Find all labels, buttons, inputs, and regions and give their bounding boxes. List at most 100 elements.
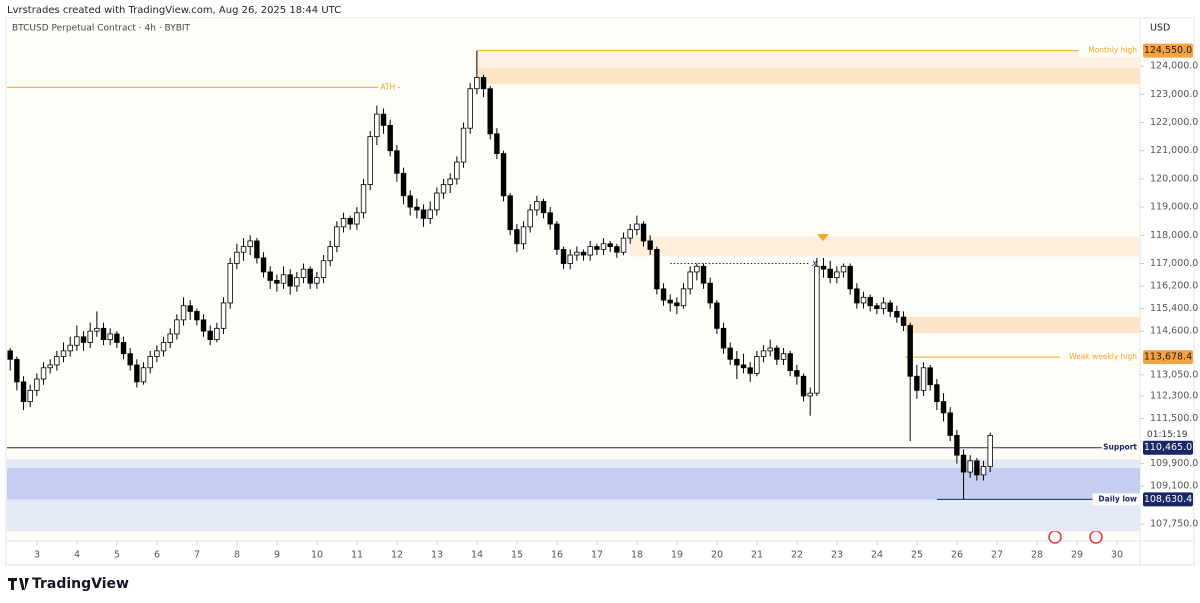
x-tick-label: 12 bbox=[391, 550, 403, 561]
x-tick-label: 14 bbox=[471, 550, 483, 561]
candle-body bbox=[280, 274, 287, 284]
candle-body bbox=[820, 265, 827, 270]
candle-body bbox=[340, 217, 347, 228]
candle-body bbox=[254, 240, 260, 259]
candle-body bbox=[267, 271, 273, 281]
candle-body bbox=[47, 364, 53, 369]
x-tick-label: 3 bbox=[34, 550, 40, 561]
candle-body bbox=[100, 327, 107, 340]
candle-body bbox=[107, 333, 113, 340]
level-name-bg bbox=[1101, 441, 1140, 454]
y-tick-label: 109,100.0 bbox=[1150, 481, 1198, 492]
x-tick-label: 8 bbox=[234, 550, 240, 561]
triangle-marker bbox=[817, 234, 829, 242]
candle-body bbox=[754, 356, 760, 374]
x-tick-label: 29 bbox=[1071, 550, 1083, 561]
candle-body bbox=[940, 401, 947, 414]
candle-body bbox=[680, 288, 687, 307]
candle-body bbox=[54, 356, 60, 366]
candle-body bbox=[487, 88, 493, 135]
candle-body bbox=[880, 302, 887, 309]
candle-body bbox=[387, 124, 393, 152]
x-tick-label: 27 bbox=[991, 550, 1003, 561]
y-tick-label: 111,500.0 bbox=[1150, 413, 1198, 424]
candle-body bbox=[220, 302, 227, 329]
candle-body bbox=[634, 223, 640, 231]
candle-body bbox=[187, 305, 193, 312]
candle-body bbox=[74, 336, 80, 346]
candle-body bbox=[354, 212, 360, 225]
footer-brand: TradingView bbox=[32, 576, 129, 592]
candle-body bbox=[147, 356, 153, 369]
candle-body bbox=[594, 246, 600, 250]
candle-body bbox=[40, 367, 47, 380]
candle-body bbox=[140, 367, 147, 383]
candle-body bbox=[740, 364, 747, 369]
candle-body bbox=[34, 378, 40, 391]
candle-body bbox=[887, 302, 893, 312]
x-tick-label: 4 bbox=[74, 550, 80, 561]
candle-body bbox=[134, 364, 140, 383]
y-tick-label: 113,050.0 bbox=[1150, 369, 1198, 380]
x-tick-label: 18 bbox=[631, 550, 643, 561]
level-name-bg bbox=[1060, 351, 1140, 364]
candle-body bbox=[627, 229, 633, 239]
candle-body bbox=[614, 246, 620, 253]
candle-body bbox=[300, 268, 307, 278]
price-label: 113,678.4 bbox=[1144, 352, 1192, 363]
candle-body bbox=[827, 268, 833, 278]
candle-body bbox=[600, 243, 607, 250]
price-label: 110,465.0 bbox=[1144, 442, 1192, 453]
price-label-bg bbox=[1143, 440, 1193, 455]
candle-body bbox=[667, 299, 673, 304]
candle-body bbox=[87, 330, 93, 343]
y-tick-label: 112,300.0 bbox=[1150, 390, 1198, 401]
y-tick-label: 117,000.0 bbox=[1150, 258, 1198, 269]
candle-body bbox=[560, 248, 567, 264]
candle-body bbox=[800, 375, 807, 397]
candle-body bbox=[234, 251, 240, 264]
candle-body bbox=[347, 217, 353, 225]
candle-body bbox=[427, 209, 433, 219]
candle-body bbox=[960, 454, 967, 473]
header: Lvrstrades created with TradingView.com,… bbox=[7, 5, 341, 16]
candle-body bbox=[167, 333, 173, 343]
logo bbox=[8, 578, 29, 590]
x-tick-label: 13 bbox=[431, 550, 443, 561]
x-tick-label: 21 bbox=[751, 550, 763, 561]
x-tick-label: 6 bbox=[154, 550, 160, 561]
candle-body bbox=[647, 240, 653, 250]
event-flag[interactable] bbox=[1048, 530, 1062, 544]
candle-body bbox=[207, 330, 213, 340]
level-name: Support bbox=[1103, 443, 1137, 452]
level-name: Daily low bbox=[1098, 494, 1137, 503]
y-tick-label: 124,000.0 bbox=[1150, 61, 1198, 72]
candle-body bbox=[567, 254, 573, 264]
candle-body bbox=[60, 350, 67, 357]
candle-body bbox=[927, 367, 933, 386]
level-name-bg bbox=[1078, 44, 1140, 57]
candle-body bbox=[640, 223, 647, 242]
candle-body bbox=[414, 206, 420, 211]
candle-body bbox=[154, 350, 160, 357]
candle-body bbox=[934, 384, 940, 403]
candle-body bbox=[67, 344, 73, 352]
x-tick-label: 17 bbox=[591, 550, 603, 561]
event-flag[interactable] bbox=[1089, 530, 1103, 544]
candle-body bbox=[620, 237, 627, 253]
x-tick-label: 28 bbox=[1031, 550, 1043, 561]
level-name: Weak weekly high bbox=[1069, 352, 1137, 361]
candle-body bbox=[867, 296, 873, 307]
candle-body bbox=[687, 271, 693, 290]
x-tick-label: 24 bbox=[871, 550, 883, 561]
candle-body bbox=[467, 88, 473, 129]
candle-body bbox=[214, 327, 220, 340]
candle-body bbox=[294, 277, 300, 287]
price-label: 124,550.0 bbox=[1144, 45, 1192, 56]
candle-body bbox=[854, 288, 860, 304]
candle-body bbox=[840, 265, 847, 273]
candle-body bbox=[707, 282, 713, 304]
candle-body bbox=[847, 265, 853, 290]
x-tick-label: 15 bbox=[511, 550, 523, 561]
